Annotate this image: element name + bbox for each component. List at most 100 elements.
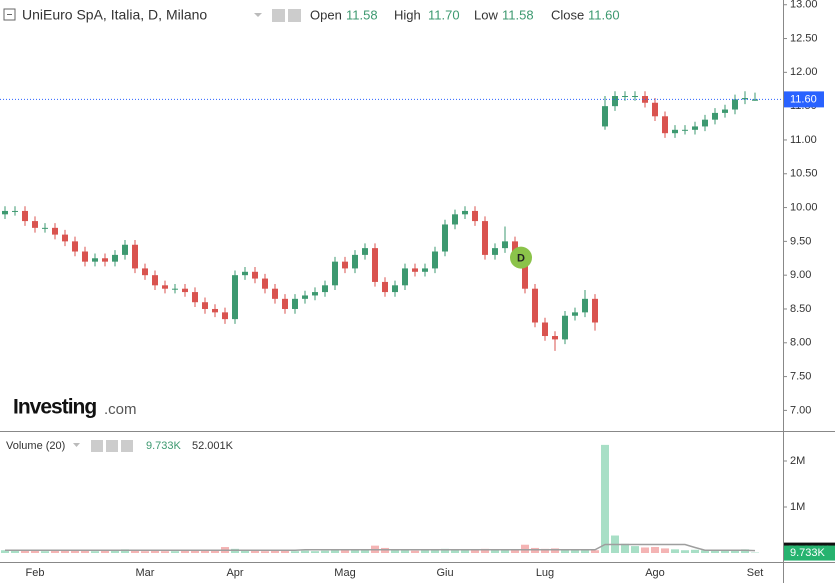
volume-bar: [91, 551, 99, 553]
candle-body: [102, 258, 108, 262]
candle-body: [352, 254, 358, 269]
volume-bar: [481, 548, 489, 553]
volume-bar: [291, 551, 299, 553]
candle-body: [702, 119, 708, 127]
volume-bar: [391, 550, 399, 553]
volume-bar: [711, 550, 719, 553]
candle-body: [512, 241, 518, 255]
y-tick-label: 8.00: [790, 337, 811, 349]
volume-bar: [31, 550, 39, 553]
candle-body: [242, 271, 248, 276]
open-value: 11.58: [346, 7, 378, 22]
open-label: Open: [310, 7, 342, 22]
eye-icon[interactable]: [272, 9, 285, 22]
candle-body: [192, 292, 198, 303]
candle-body: [622, 96, 628, 98]
candle-body: [742, 98, 748, 100]
volume-ma-line: [5, 543, 756, 552]
candle-body: [362, 248, 368, 255]
candle-body: [182, 288, 188, 293]
volume-bar: [271, 550, 279, 553]
volume-bar: [471, 549, 479, 553]
volume-ma-last: 52.001K: [192, 440, 234, 452]
volume-bar: [351, 549, 359, 553]
volume-bar: [21, 549, 29, 553]
candle-body: [482, 221, 488, 255]
y-tick-label: 12.00: [790, 66, 818, 78]
candle-body: [692, 126, 698, 130]
candle-body: [652, 102, 658, 117]
volume-settings-icon[interactable]: [106, 440, 118, 452]
settings-icon[interactable]: [288, 9, 301, 22]
candle-body: [662, 116, 668, 134]
volume-bar: [401, 549, 409, 553]
x-tick-label: Apr: [226, 567, 243, 579]
volume-bar: [111, 550, 119, 553]
candle-body: [52, 227, 58, 235]
candle-body: [712, 112, 718, 120]
high-value: 11.70: [428, 7, 460, 22]
volume-bar: [241, 550, 249, 553]
volume-bar: [281, 550, 289, 553]
volume-bar: [541, 548, 549, 553]
candle-body: [22, 210, 28, 222]
candle-body: [142, 268, 148, 276]
candle-body: [492, 248, 498, 255]
candle-body: [432, 251, 438, 269]
candle-body: [722, 109, 728, 113]
candle-body: [262, 278, 268, 289]
volume-bar: [171, 551, 179, 553]
x-tick-label: Feb: [26, 567, 45, 579]
volume-bar: [671, 549, 679, 553]
volume-bar: [441, 548, 449, 553]
volume-bar: [321, 550, 329, 553]
dropdown-arrow[interactable]: [254, 13, 262, 17]
close-value: 11.60: [588, 7, 620, 22]
y-tick-label: 10.00: [790, 201, 818, 213]
y-tick-label: 9.50: [790, 235, 811, 247]
volume-bar: [691, 549, 699, 553]
y-tick-label: 10.50: [790, 168, 818, 180]
candle-body: [322, 285, 328, 293]
volume-bar: [251, 550, 259, 553]
volume-dropdown[interactable]: [73, 443, 80, 447]
candle-body: [62, 234, 68, 242]
candle-body: [152, 275, 158, 286]
y-tick-label: 9.00: [790, 269, 811, 281]
volume-bar: [341, 550, 349, 553]
volume-bar: [511, 550, 519, 553]
candle-body: [292, 298, 298, 309]
volume-eye-icon[interactable]: [91, 440, 103, 452]
volume-last: 9.733K: [146, 440, 182, 452]
volume-bar: [301, 550, 309, 553]
candle-body: [522, 254, 528, 289]
candle-body: [442, 224, 448, 252]
high-label: High: [394, 7, 421, 22]
candle-body: [732, 99, 738, 110]
event-marker-label: D: [517, 253, 525, 265]
volume-bar: [451, 549, 459, 553]
volume-bar: [591, 550, 599, 553]
collapse-icon[interactable]: [3, 8, 16, 21]
candle-body: [602, 106, 608, 127]
candle-body: [132, 244, 138, 269]
low-label: Low: [474, 7, 498, 22]
volume-bar: [721, 549, 729, 553]
volume-bar: [131, 550, 139, 553]
candle-body: [32, 221, 38, 228]
candle-body: [312, 292, 318, 296]
volume-close-icon[interactable]: [121, 440, 133, 452]
candle-body: [752, 99, 758, 101]
volume-bar: [61, 550, 69, 553]
candle-body: [122, 244, 128, 255]
candle-body: [282, 298, 288, 309]
volume-bar: [701, 550, 709, 553]
candle-body: [672, 129, 678, 134]
volume-y-tick-label: 1M: [790, 501, 805, 513]
candle-body: [222, 312, 228, 320]
volume-bar: [41, 551, 49, 553]
volume-bar: [261, 551, 269, 553]
candle-body: [332, 261, 338, 286]
candle-body: [372, 248, 378, 282]
